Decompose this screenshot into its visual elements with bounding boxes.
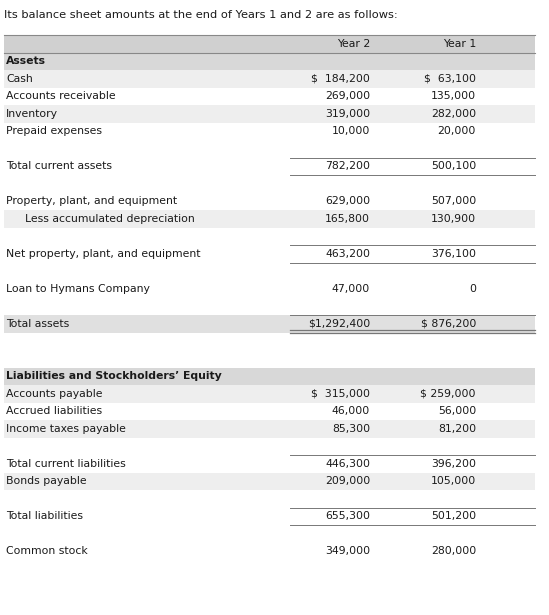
Text: 282,000: 282,000 <box>431 109 476 119</box>
Bar <box>4 175 535 192</box>
Bar <box>4 315 535 333</box>
Bar <box>4 192 535 210</box>
Text: 782,200: 782,200 <box>325 161 370 171</box>
Text: 501,200: 501,200 <box>431 511 476 522</box>
Bar <box>4 350 535 368</box>
Text: 376,100: 376,100 <box>431 248 476 259</box>
Text: $  315,000: $ 315,000 <box>311 389 370 399</box>
Text: 0: 0 <box>469 284 476 294</box>
Text: Common stock: Common stock <box>6 546 88 556</box>
Bar <box>4 105 535 122</box>
Bar <box>4 157 535 175</box>
Text: Total current assets: Total current assets <box>6 161 112 171</box>
Text: Income taxes payable: Income taxes payable <box>6 424 126 434</box>
Text: 396,200: 396,200 <box>431 459 476 469</box>
Text: Accounts payable: Accounts payable <box>6 389 103 399</box>
Text: 81,200: 81,200 <box>438 424 476 434</box>
Text: Total current liabilities: Total current liabilities <box>6 459 126 469</box>
Bar <box>4 420 535 437</box>
Bar <box>4 542 535 560</box>
Bar <box>4 333 535 350</box>
Text: Less accumulated depreciation: Less accumulated depreciation <box>18 214 195 224</box>
Text: 280,000: 280,000 <box>431 546 476 556</box>
Text: 500,100: 500,100 <box>431 161 476 171</box>
Bar <box>4 437 535 455</box>
Text: $  184,200: $ 184,200 <box>311 74 370 84</box>
Text: Accounts receivable: Accounts receivable <box>6 91 116 101</box>
Bar <box>4 70 535 87</box>
Text: 46,000: 46,000 <box>332 407 370 416</box>
Text: $ 876,200: $ 876,200 <box>421 319 476 329</box>
Text: 209,000: 209,000 <box>325 476 370 486</box>
Bar <box>4 525 535 542</box>
Text: 47,000: 47,000 <box>332 284 370 294</box>
Text: Year 1: Year 1 <box>442 39 476 49</box>
Text: Net property, plant, and equipment: Net property, plant, and equipment <box>6 248 200 259</box>
Text: Total liabilities: Total liabilities <box>6 511 83 522</box>
Text: 56,000: 56,000 <box>438 407 476 416</box>
Bar <box>4 402 535 420</box>
Text: 85,300: 85,300 <box>332 424 370 434</box>
Bar <box>4 507 535 525</box>
Bar <box>4 245 535 263</box>
Bar <box>4 263 535 280</box>
Bar <box>4 35 535 52</box>
Bar <box>4 87 535 105</box>
Text: Property, plant, and equipment: Property, plant, and equipment <box>6 196 177 206</box>
Text: Accrued liabilities: Accrued liabilities <box>6 407 102 416</box>
Text: 165,800: 165,800 <box>325 214 370 224</box>
Text: Prepaid expenses: Prepaid expenses <box>6 126 102 137</box>
Text: 269,000: 269,000 <box>325 91 370 101</box>
Text: 463,200: 463,200 <box>325 248 370 259</box>
Text: 629,000: 629,000 <box>325 196 370 206</box>
Bar <box>4 140 535 157</box>
Bar <box>4 210 535 228</box>
Text: Total assets: Total assets <box>6 319 69 329</box>
Text: Loan to Hymans Company: Loan to Hymans Company <box>6 284 150 294</box>
Bar <box>4 472 535 490</box>
Bar <box>4 490 535 507</box>
Text: 20,000: 20,000 <box>438 126 476 137</box>
Bar <box>4 280 535 298</box>
Text: 507,000: 507,000 <box>431 196 476 206</box>
Text: $ 259,000: $ 259,000 <box>421 389 476 399</box>
Bar <box>4 228 535 245</box>
Text: 446,300: 446,300 <box>325 459 370 469</box>
Text: 319,000: 319,000 <box>325 109 370 119</box>
Text: 349,000: 349,000 <box>325 546 370 556</box>
Bar <box>4 368 535 385</box>
Text: Year 2: Year 2 <box>337 39 370 49</box>
Text: Liabilities and Stockholders’ Equity: Liabilities and Stockholders’ Equity <box>6 371 222 381</box>
Text: 135,000: 135,000 <box>431 91 476 101</box>
Bar <box>4 455 535 472</box>
Bar <box>4 122 535 140</box>
Text: Inventory: Inventory <box>6 109 58 119</box>
Text: 130,900: 130,900 <box>431 214 476 224</box>
Text: 105,000: 105,000 <box>431 476 476 486</box>
Text: $  63,100: $ 63,100 <box>424 74 476 84</box>
Text: 655,300: 655,300 <box>325 511 370 522</box>
Bar <box>4 52 535 70</box>
Text: $1,292,400: $1,292,400 <box>308 319 370 329</box>
Text: Its balance sheet amounts at the end of Years 1 and 2 are as follows:: Its balance sheet amounts at the end of … <box>4 10 397 20</box>
Bar <box>4 385 535 402</box>
Text: Cash: Cash <box>6 74 33 84</box>
Text: 10,000: 10,000 <box>332 126 370 137</box>
Bar <box>4 298 535 315</box>
Text: Assets: Assets <box>6 56 46 66</box>
Text: Bonds payable: Bonds payable <box>6 476 87 486</box>
